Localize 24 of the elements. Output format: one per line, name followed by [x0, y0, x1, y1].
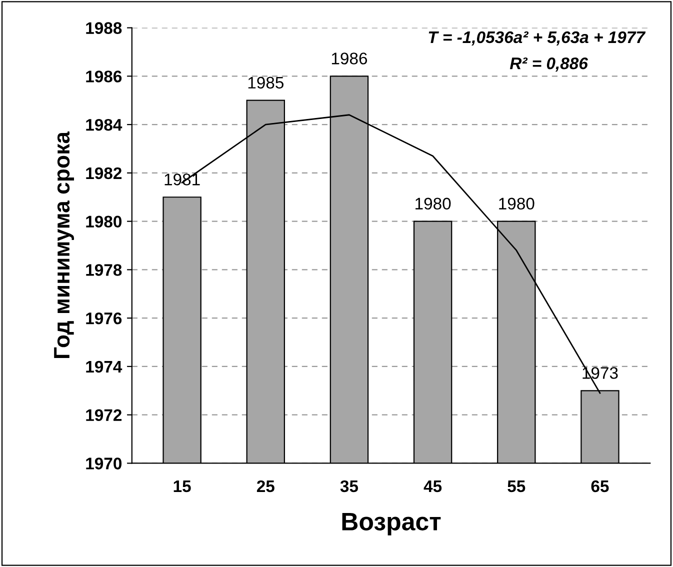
y-tick-label: 1974 [86, 360, 122, 373]
x-tick-label: 25 [256, 480, 274, 492]
data-label: 1980 [416, 198, 451, 210]
x-tick-label: 65 [591, 480, 609, 492]
x-tick-label: 55 [508, 480, 526, 492]
y-tick-label: 1976 [86, 312, 122, 324]
annotation: T = -1,0536a² + 5,63a + 1977 [428, 31, 646, 46]
annotation: R² = 0,886 [510, 57, 588, 72]
y-tick-label: 1984 [86, 118, 122, 131]
data-label: 1980 [499, 198, 534, 210]
x-tick-label: 45 [424, 480, 442, 492]
y-tick-label: 1982 [86, 167, 122, 180]
y-tick-label: 1978 [86, 264, 122, 276]
y-tick-label: 1980 [86, 216, 122, 228]
y-tick-label: 1972 [86, 409, 122, 422]
data-label: 1986 [332, 52, 368, 64]
data-label: 1985 [248, 76, 284, 89]
x-tick-label: 15 [174, 480, 191, 492]
y-tick-label: 1986 [86, 70, 122, 82]
y-axis-title: Год минимума срока [54, 131, 74, 358]
y-tick-label: 1970 [86, 458, 122, 470]
y-tick-label: 1988 [86, 22, 122, 34]
x-axis-title: Возраст [342, 513, 441, 536]
x-tick-label: 35 [340, 480, 358, 492]
